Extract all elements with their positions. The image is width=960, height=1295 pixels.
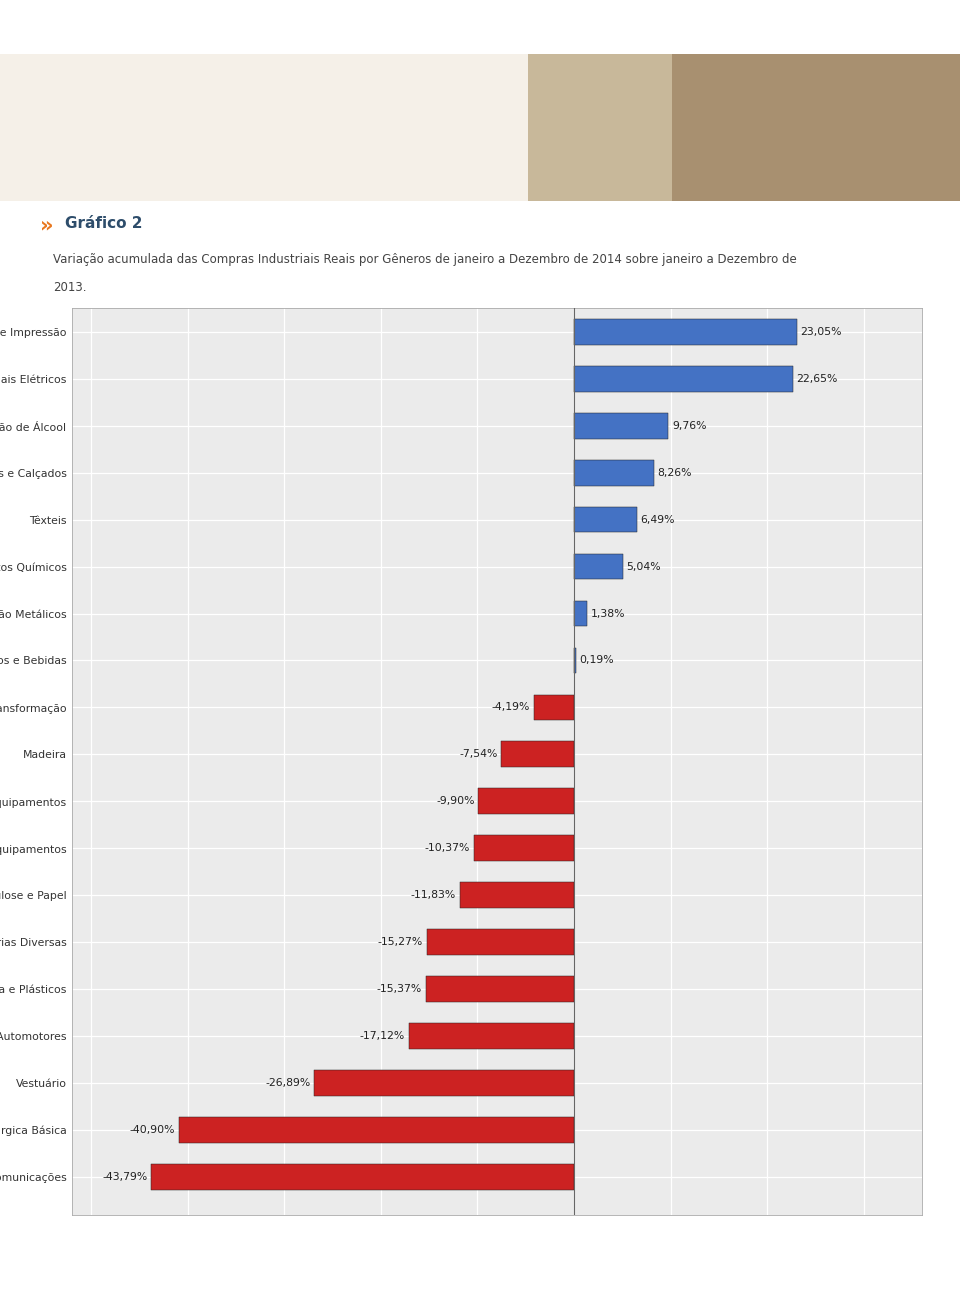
Text: 23,05%: 23,05%: [801, 326, 842, 337]
Text: -10,37%: -10,37%: [424, 843, 470, 853]
Bar: [574, 648, 576, 673]
Text: 2013.: 2013.: [53, 281, 86, 294]
Bar: [672, 54, 960, 201]
Bar: [460, 882, 574, 908]
Text: -17,12%: -17,12%: [360, 1031, 405, 1041]
Text: -15,37%: -15,37%: [376, 984, 421, 995]
Text: -11,83%: -11,83%: [411, 891, 456, 900]
Text: 6,49%: 6,49%: [640, 514, 675, 524]
Text: -26,89%: -26,89%: [265, 1079, 311, 1088]
Bar: [425, 976, 574, 1002]
Bar: [574, 554, 623, 579]
Bar: [528, 54, 960, 201]
Text: -15,27%: -15,27%: [377, 938, 422, 947]
Text: 0,19%: 0,19%: [580, 655, 614, 666]
Bar: [474, 835, 574, 861]
Text: 22,65%: 22,65%: [797, 374, 838, 383]
Bar: [534, 694, 574, 720]
Bar: [315, 1070, 574, 1096]
Text: -4,19%: -4,19%: [492, 702, 530, 712]
Text: -40,90%: -40,90%: [130, 1125, 176, 1136]
Text: 07: 07: [934, 17, 957, 35]
Text: 9,76%: 9,76%: [672, 421, 707, 431]
Text: »: »: [40, 216, 54, 236]
Text: 8,26%: 8,26%: [658, 467, 692, 478]
Bar: [409, 1023, 574, 1049]
Bar: [478, 789, 574, 815]
Text: Gráfico 2: Gráfico 2: [65, 216, 143, 231]
Bar: [0, 54, 528, 201]
Bar: [426, 930, 574, 956]
Text: 5,04%: 5,04%: [627, 562, 661, 571]
Text: -9,90%: -9,90%: [436, 796, 474, 807]
Text: Indicadores Conjunturais »: Indicadores Conjunturais »: [774, 19, 936, 32]
Bar: [574, 601, 588, 627]
Bar: [180, 1118, 574, 1143]
Text: -43,79%: -43,79%: [102, 1172, 148, 1182]
Bar: [574, 460, 654, 486]
Bar: [574, 319, 797, 344]
Bar: [501, 742, 574, 768]
Bar: [574, 365, 793, 391]
Text: -7,54%: -7,54%: [459, 750, 497, 759]
Bar: [574, 413, 668, 439]
Text: Variação acumulada das Compras Industriais Reais por Gêneros de janeiro a Dezemb: Variação acumulada das Compras Industria…: [53, 253, 797, 265]
Bar: [574, 506, 636, 532]
Text: 1,38%: 1,38%: [591, 609, 626, 619]
Bar: [152, 1164, 574, 1190]
